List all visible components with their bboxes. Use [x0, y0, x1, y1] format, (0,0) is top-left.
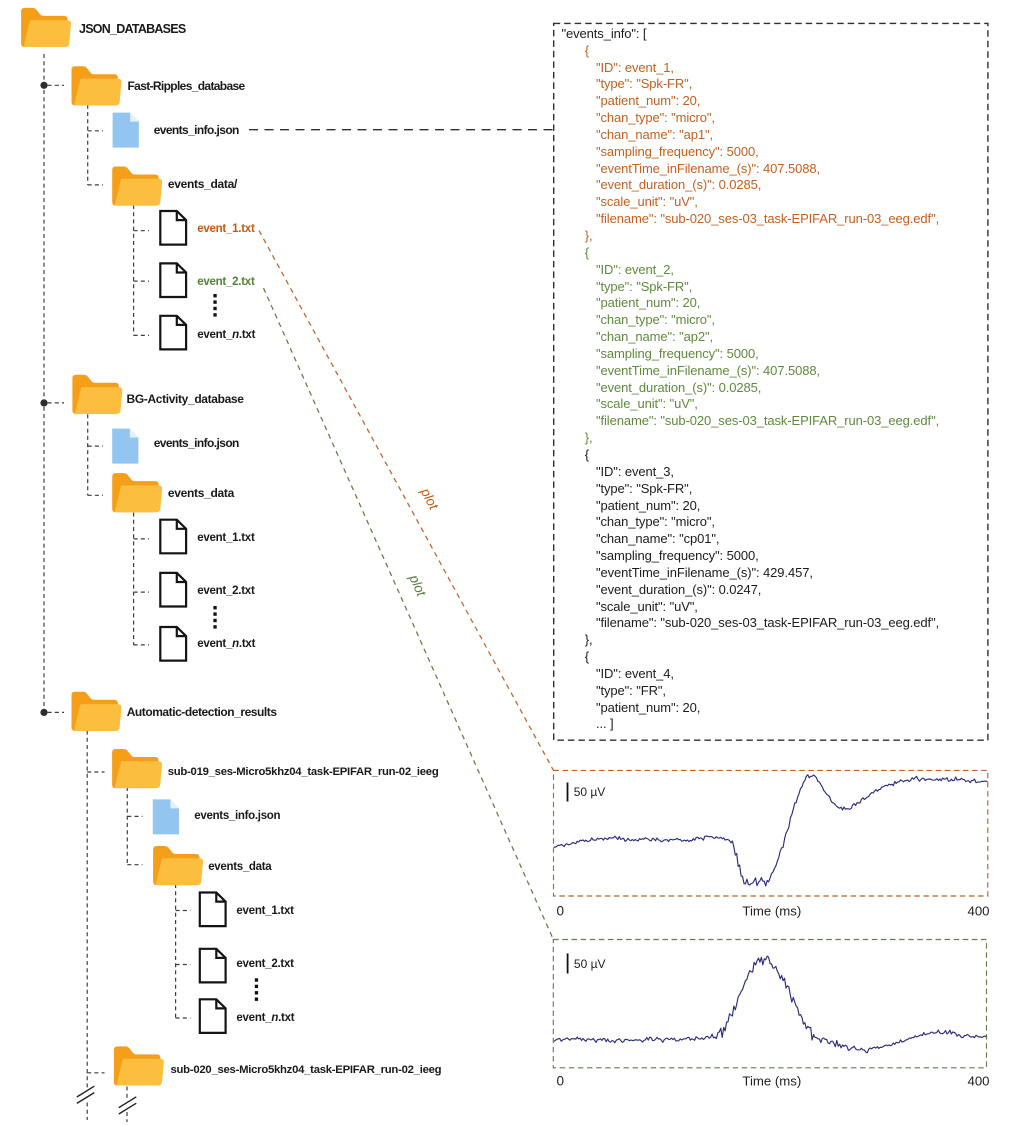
- svg-text:plot: plot: [406, 572, 429, 600]
- svg-text:plot: plot: [417, 485, 442, 513]
